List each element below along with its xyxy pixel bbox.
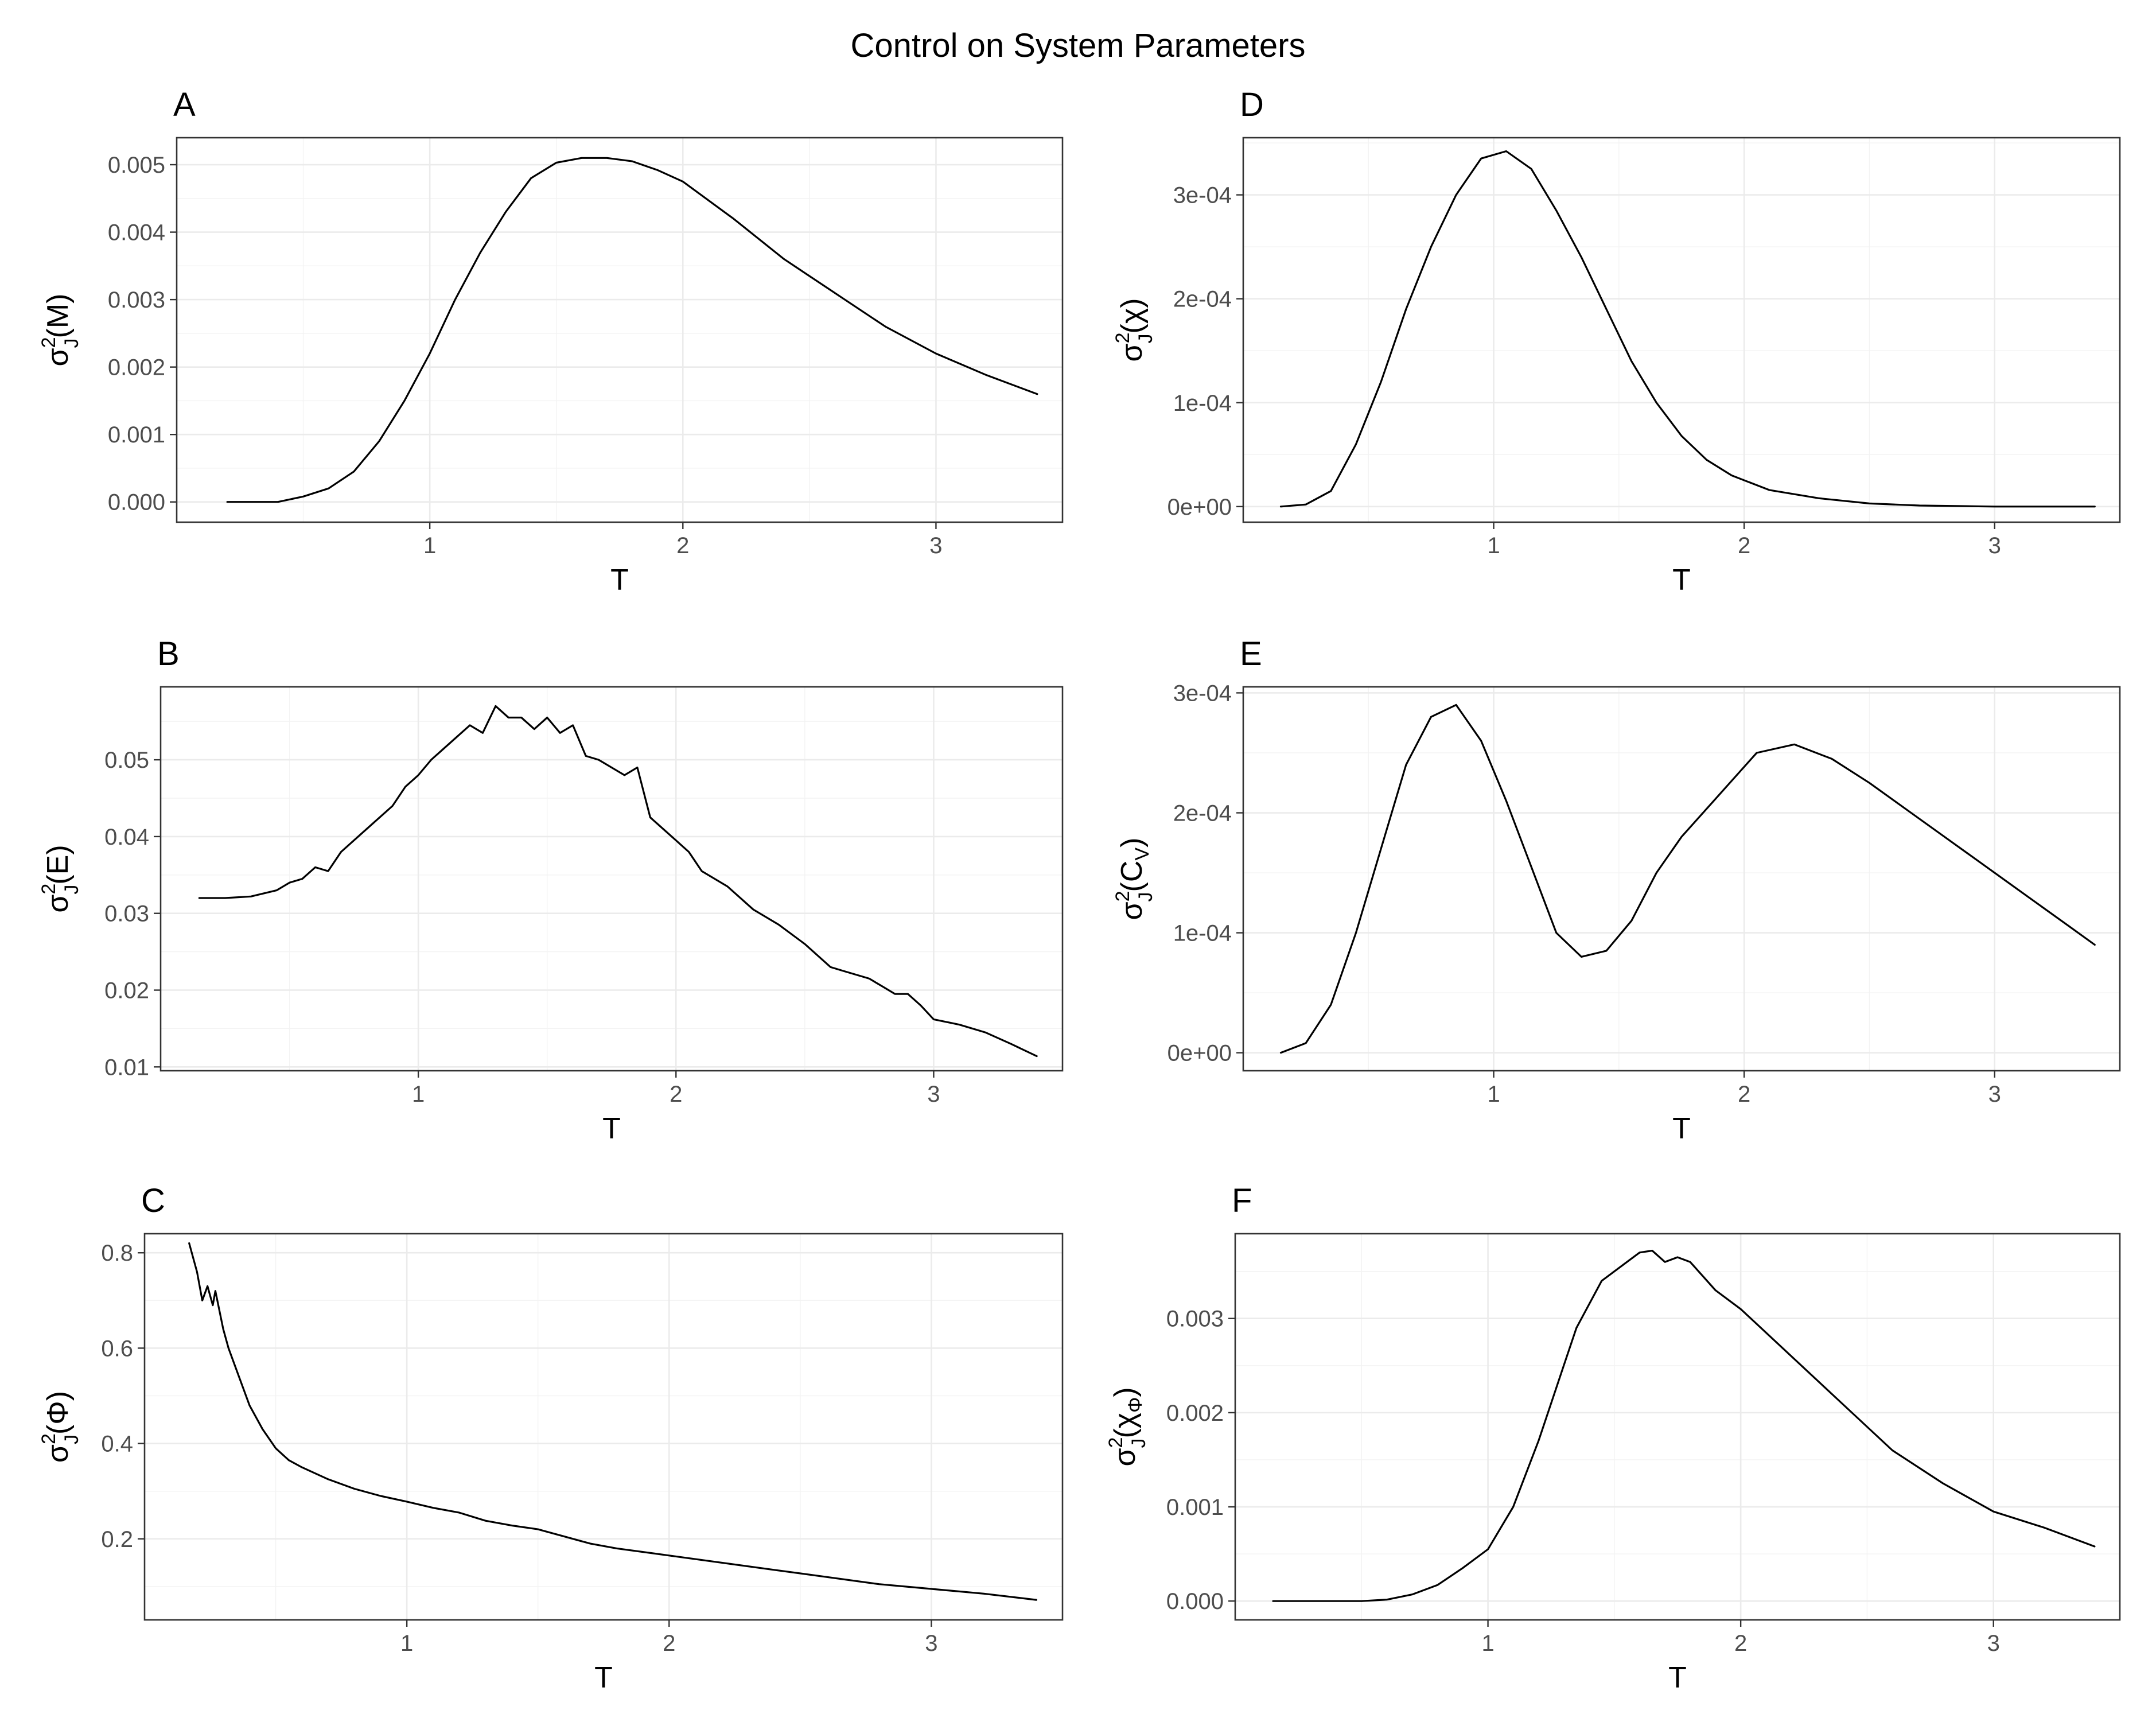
series-line [1279, 704, 2096, 1054]
y-tick-label: 0.005 [108, 153, 165, 178]
y-tick-label: 0.001 [1166, 1495, 1224, 1520]
x-tick-label: 2 [663, 1631, 675, 1656]
x-axis-title: T [1672, 1112, 1691, 1145]
panel-label: E [1240, 635, 1262, 673]
x-axis-title: T [1668, 1661, 1687, 1694]
y-tick-label: 0.004 [108, 220, 165, 246]
panel-border [1234, 1233, 2121, 1621]
y-axis-title: σ2J(CV) [1112, 838, 1157, 920]
y-tick-label: 0.02 [104, 978, 149, 1004]
y-tick-label: 0.000 [1166, 1589, 1224, 1614]
panel-border [1242, 137, 2121, 523]
x-tick-label: 1 [400, 1631, 413, 1656]
y-tick-label: 0.002 [1166, 1401, 1224, 1426]
x-tick-label: 1 [1487, 533, 1500, 558]
y-axis-title: σ2J(χΦ) [1105, 1387, 1150, 1466]
y-tick-label: 2e-04 [1173, 801, 1232, 826]
panel-label: C [141, 1182, 165, 1219]
x-tick-label: 2 [1738, 1082, 1750, 1107]
x-tick-label: 2 [676, 533, 689, 558]
y-tick-label: 0.000 [108, 490, 165, 515]
x-tick-label: 2 [1734, 1631, 1747, 1656]
plot-background [1235, 1234, 2120, 1620]
x-axis-title: T [1672, 563, 1691, 597]
y-tick-label: 2e-04 [1173, 287, 1232, 312]
series-line [198, 705, 1038, 1058]
y-axis-title: σ2J(E) [38, 845, 83, 912]
x-tick-label: 3 [1987, 1631, 2000, 1656]
panel-label: B [157, 635, 180, 673]
plot-background [1243, 138, 2120, 522]
series-line [1279, 150, 2096, 508]
x-tick-label: 2 [1738, 533, 1750, 558]
x-axis-title: T [602, 1112, 621, 1145]
panel-border [159, 686, 1064, 1072]
panel-border [143, 1233, 1064, 1621]
y-tick-label: 0e+00 [1167, 1041, 1232, 1066]
y-tick-label: 0.001 [108, 422, 165, 448]
plot-background [1243, 687, 2120, 1071]
x-tick-label: 1 [412, 1082, 425, 1107]
y-tick-label: 0.2 [101, 1527, 133, 1552]
figure-title: Control on System Parameters [851, 27, 1306, 64]
plot-background [161, 687, 1063, 1071]
panel-border [1242, 686, 2121, 1072]
panels: 1 2 3 0.000 0.001 0.002 0.003 0.004 0.005 A Tσ2J(M… [38, 86, 2121, 1694]
x-tick-label: 3 [927, 1082, 940, 1107]
plot-background [145, 1234, 1063, 1620]
y-axis-title: σ2J(M) [38, 294, 83, 367]
series-line [188, 1242, 1037, 1601]
y-tick-label: 0.003 [1166, 1307, 1224, 1332]
x-tick-label: 3 [1988, 533, 2001, 558]
x-axis-title: T [610, 563, 629, 597]
x-tick-label: 3 [925, 1631, 937, 1656]
x-tick-label: 1 [1487, 1082, 1500, 1107]
y-tick-label: 0.8 [101, 1241, 133, 1266]
y-tick-label: 0.04 [104, 825, 149, 850]
plot-background [177, 138, 1063, 522]
y-tick-label: 0.01 [104, 1055, 149, 1080]
y-tick-label: 1e-04 [1173, 391, 1232, 416]
x-tick-label: 1 [1481, 1631, 1494, 1656]
y-tick-label: 0.6 [101, 1336, 133, 1361]
y-tick-label: 0.002 [108, 355, 165, 380]
x-tick-label: 3 [1988, 1082, 2001, 1107]
x-tick-label: 2 [670, 1082, 682, 1107]
y-tick-label: 0.003 [108, 287, 165, 313]
y-tick-label: 0.03 [104, 901, 149, 927]
x-axis-title: T [594, 1661, 613, 1694]
panel-label: D [1240, 86, 1264, 123]
y-axis-title: σ2J(Φ) [38, 1391, 83, 1463]
y-axis-title: σ2J(χ) [1112, 298, 1157, 362]
panel-a: 1 2 3 0.000 0.001 0.002 0.003 0.004 0.005 A Tσ2J(M… [38, 86, 1064, 597]
x-tick-label: 3 [929, 533, 942, 558]
x-tick-label: 1 [423, 533, 436, 558]
y-tick-label: 0.05 [104, 748, 149, 773]
panel-label: A [173, 86, 196, 123]
panel-border [176, 137, 1064, 523]
y-tick-label: 0e+00 [1167, 495, 1232, 520]
y-tick-label: 0.4 [101, 1432, 133, 1457]
series-line [1272, 1249, 2096, 1602]
panel-label: F [1232, 1182, 1252, 1219]
y-tick-label: 3e-04 [1173, 183, 1232, 208]
y-tick-label: 3e-04 [1173, 681, 1232, 706]
y-tick-label: 1e-04 [1173, 921, 1232, 946]
series-line [226, 157, 1038, 503]
